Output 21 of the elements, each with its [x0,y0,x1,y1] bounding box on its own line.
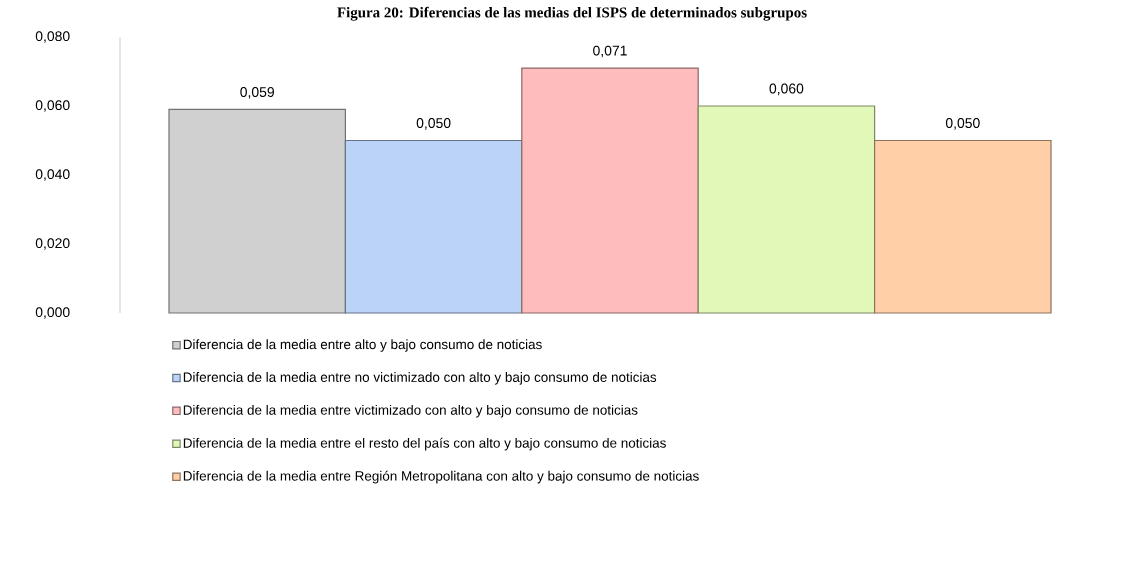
bar [168,108,346,314]
y-tick-label: 0,020 [35,238,70,250]
bar [521,67,699,314]
legend-label: Diferencia de la media entre no victimizado con alto y bajo consumo de noticias [183,372,657,385]
bar [874,139,1052,314]
data-label: 0,050 [945,118,980,130]
bar [344,139,523,314]
bar [697,105,876,314]
legend-label: Diferencia de la media entre alto y bajo consumo de noticias [183,339,542,352]
legend-label: Diferencia de la media entre el resto del país con alto y bajo consumo de noticias [183,437,666,451]
y-tick-label: 0,000 [35,307,70,319]
chart-title: Figura 20: Diferencias de las medias del ISPS de determinados subgrupos [337,6,807,21]
y-tick-label: 0,080 [35,31,70,43]
data-label: 0,050 [416,118,451,130]
data-label: 0,060 [769,83,804,96]
y-tick-label: 0,060 [35,100,70,112]
data-label: 0,059 [240,87,274,99]
legend-label: Diferencia de la media entre Región Metropolitana con alto y bajo consumo de noticias [183,470,699,484]
data-label: 0,071 [593,45,627,58]
legend-label: Diferencia de la media entre victimizado con alto y bajo consumo de noticias [183,404,638,418]
y-tick-label: 0,040 [35,169,70,181]
